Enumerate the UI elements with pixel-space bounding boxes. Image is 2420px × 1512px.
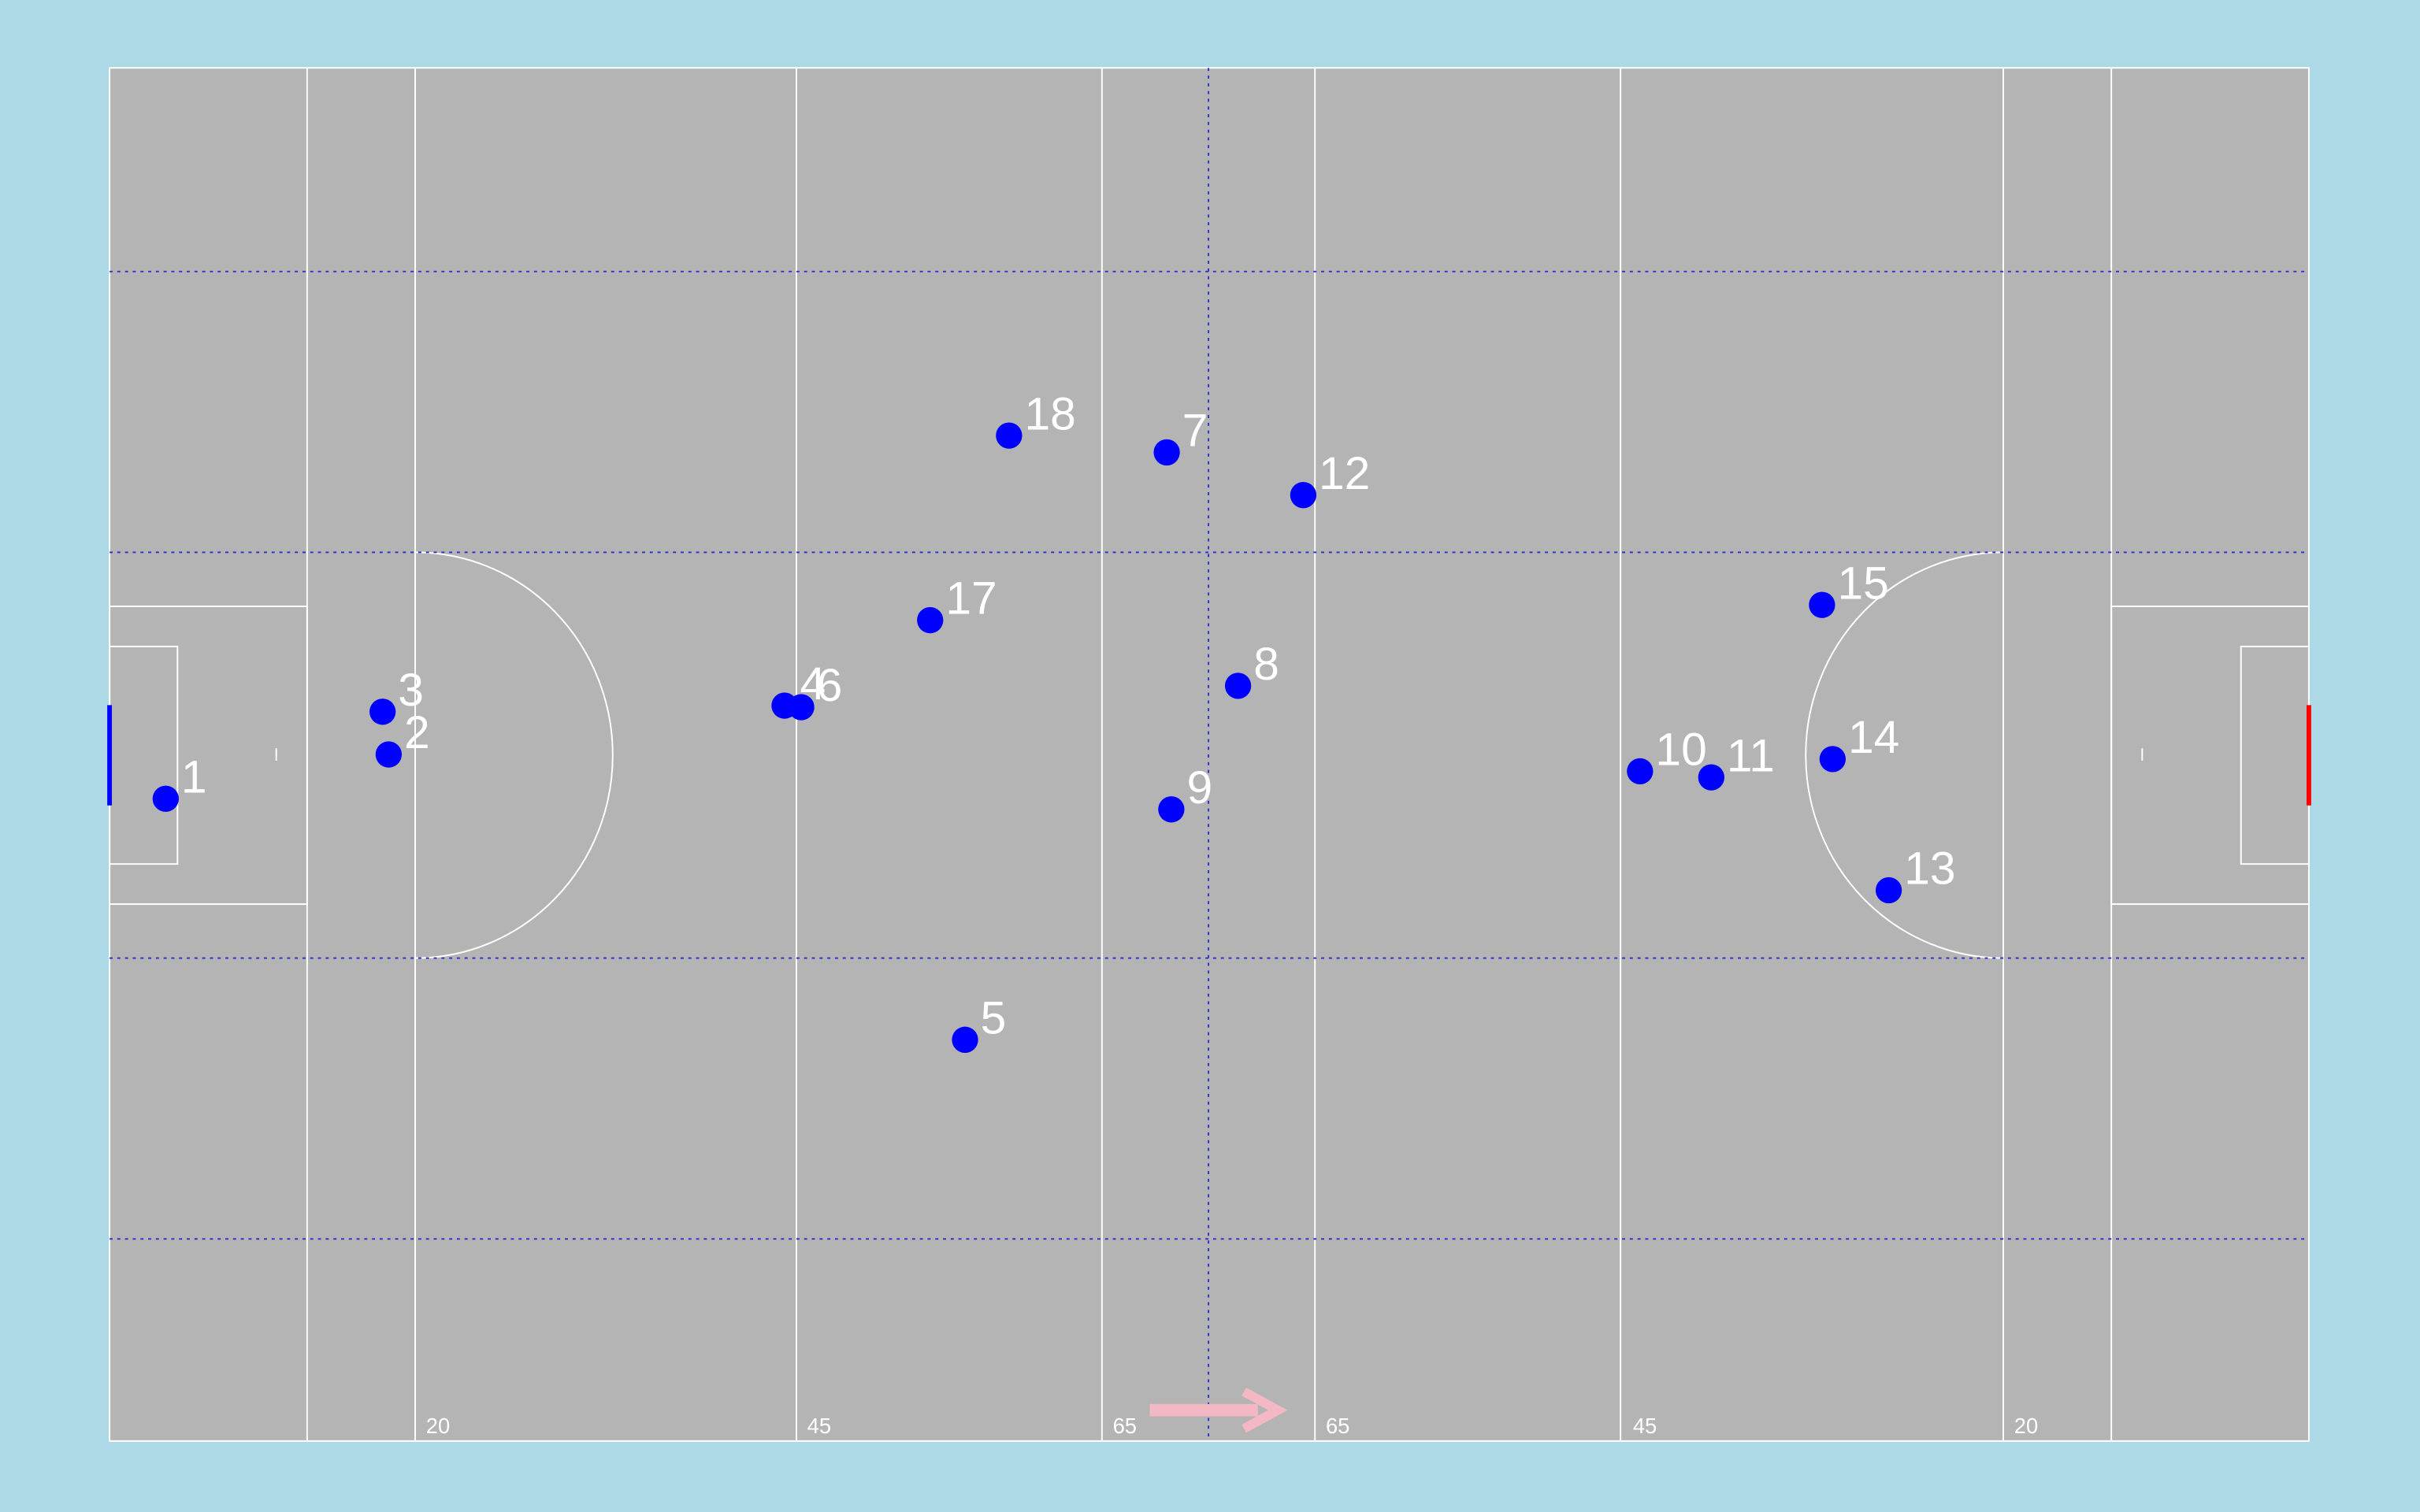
player-dot [152,785,179,812]
player-label: 2 [404,707,430,758]
player-label: 12 [1319,448,1370,499]
distance-label: 20 [426,1414,450,1438]
player-dot [996,422,1023,449]
player-label: 7 [1182,406,1208,457]
player-dot [1627,758,1654,785]
player-dot [1158,796,1185,823]
player-dot [375,741,403,768]
player-dot [788,694,815,721]
player-dot [369,699,396,725]
distance-label: 45 [807,1414,831,1438]
player-label: 13 [1904,843,1955,895]
player-dot [1153,439,1180,466]
player-label: 18 [1024,388,1075,439]
direction-arrow [1149,1388,1288,1433]
player-label: 14 [1848,712,1899,763]
player-label: 3 [398,665,424,716]
player-label: 1 [181,751,207,802]
player-dot [1698,764,1724,791]
player-label: 5 [981,993,1007,1044]
distance-label: 45 [1633,1414,1657,1438]
player-label: 15 [1837,558,1888,609]
player-dot [1809,591,1835,618]
player-dot [1819,746,1847,773]
player-label: 11 [1727,730,1775,781]
distance-label: 65 [1113,1414,1137,1438]
player-dot [1290,482,1317,509]
distance-label: 65 [1326,1414,1349,1438]
player-label: 10 [1655,724,1706,776]
player-label: 8 [1253,639,1279,690]
player-dot [917,606,944,634]
player-label: 17 [945,573,997,624]
player-label: 6 [817,660,843,711]
player-dot [1224,673,1252,699]
player-dot [1875,876,1902,904]
zone-lines [109,68,2309,1441]
player-label: 9 [1186,762,1212,813]
distance-label: 20 [2014,1414,2038,1438]
player-dot [952,1026,978,1053]
